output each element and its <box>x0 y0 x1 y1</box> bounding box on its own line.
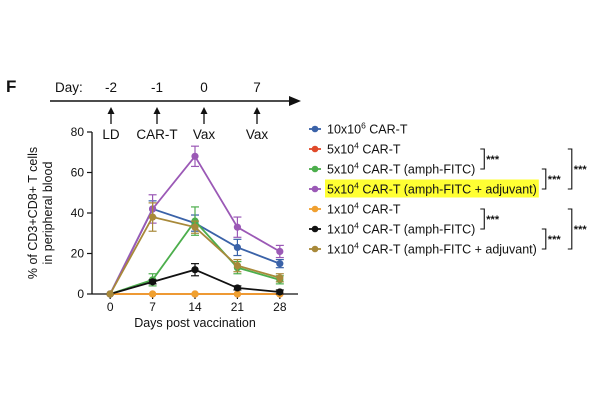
data-point-5-3 <box>233 284 242 292</box>
significance-bracket-3 <box>480 208 485 230</box>
y-tick-label-1: 20 <box>71 247 85 261</box>
data-point-4-1 <box>148 290 157 298</box>
legend: 10x106 CAR-T 5x104 CAR-T 5x104 CAR-T (amph… <box>309 121 587 257</box>
series-4 <box>106 290 284 298</box>
x-tick-label-1: 7 <box>149 300 156 314</box>
x-tick-label-2: 14 <box>188 300 202 314</box>
data-point-6-1 <box>148 213 157 221</box>
legend-label-3: 5x104 CAR-T (amph-FITC + adjuvant) <box>327 181 537 197</box>
data-point-5-2 <box>191 266 199 274</box>
x-tick-label-3: 21 <box>231 300 245 314</box>
x-tick-label-0: 0 <box>107 300 114 314</box>
data-point-4-3 <box>233 290 242 298</box>
y-tick-label-3: 60 <box>71 166 85 180</box>
significance-label-5: *** <box>574 224 588 236</box>
significance-bracket-2 <box>567 148 573 190</box>
legend-marker-1 <box>311 145 319 153</box>
significance-label-2: *** <box>574 164 588 176</box>
timeline-day-1: -1 <box>151 80 163 95</box>
data-point-6-2 <box>191 223 199 231</box>
legend-label-0: 10x106 CAR-T <box>327 121 408 137</box>
data-point-0-4 <box>276 260 284 268</box>
significance-bracket-5 <box>567 208 573 250</box>
series-6 <box>106 202 284 298</box>
legend-marker-0 <box>311 125 319 133</box>
timeline-event-2: Vax <box>193 127 216 142</box>
legend-label-4: 1x104 CAR-T <box>327 201 401 217</box>
data-point-3-4 <box>276 247 284 256</box>
data-point-5-1 <box>148 278 157 286</box>
timeline-event-arrowhead-1 <box>153 107 161 114</box>
y-tick-label-2: 40 <box>71 206 85 220</box>
legend-label-2: 5x104 CAR-T (amph-FITC) <box>327 161 475 177</box>
timeline-event-arrowhead-2 <box>200 107 208 114</box>
y-tick-label-4: 80 <box>71 125 85 139</box>
legend-marker-6 <box>311 245 319 253</box>
timeline-event-0: LD <box>102 127 120 142</box>
timeline-day-2: 0 <box>200 80 208 95</box>
timeline: Day: -2 LD -1 CAR-T 0 Vax 7 Vax <box>50 80 301 142</box>
data-point-5-4 <box>276 288 284 296</box>
significance-label-3: *** <box>486 214 500 226</box>
legend-highlight-3 <box>325 179 539 198</box>
data-point-0-3 <box>233 243 242 252</box>
significance-bracket-0 <box>480 148 485 170</box>
panel-letter: F <box>6 77 16 96</box>
legend-label-5: 1x104 CAR-T (amph-FITC) <box>327 221 475 237</box>
line-chart: 0 20 40 60 80 0 7 14 21 28 Days post vaccination % … <box>26 125 298 330</box>
significance-label-1: *** <box>548 174 562 186</box>
timeline-arrow-head <box>289 96 301 106</box>
data-point-4-2 <box>191 290 199 298</box>
significance-label-4: *** <box>548 234 562 246</box>
significance-bracket-4 <box>541 228 547 250</box>
legend-label-1: 5x104 CAR-T <box>327 141 401 157</box>
x-axis-title: Days post vaccination <box>134 316 256 330</box>
legend-marker-2 <box>311 165 319 173</box>
legend-marker-3 <box>311 185 319 193</box>
y-axis-title-line-0: % of CD3+CD8+ T cells <box>26 147 40 279</box>
timeline-event-1: CAR-T <box>136 127 177 142</box>
timeline-day-0: -2 <box>105 80 117 95</box>
legend-marker-4 <box>311 205 319 213</box>
legend-marker-5 <box>311 225 319 233</box>
significance-label-0: *** <box>486 154 500 166</box>
y-tick-label-0: 0 <box>77 287 84 301</box>
data-point-3-2 <box>191 152 199 160</box>
data-point-6-3 <box>233 262 242 270</box>
data-point-6-0 <box>106 290 114 298</box>
timeline-event-arrowhead-0 <box>107 107 115 114</box>
data-point-6-4 <box>276 274 284 282</box>
timeline-day-3: 7 <box>253 80 261 95</box>
data-point-3-3 <box>233 223 242 231</box>
timeline-event-arrowhead-3 <box>253 107 261 114</box>
x-tick-label-4: 28 <box>273 300 287 314</box>
significance-bracket-1 <box>541 168 547 190</box>
y-axis-title-line-1: in peripheral blood <box>41 162 55 265</box>
legend-label-6: 1x104 CAR-T (amph-FITC + adjuvant) <box>327 241 537 257</box>
timeline-prefix: Day: <box>55 80 83 95</box>
timeline-event-3: Vax <box>246 127 269 142</box>
